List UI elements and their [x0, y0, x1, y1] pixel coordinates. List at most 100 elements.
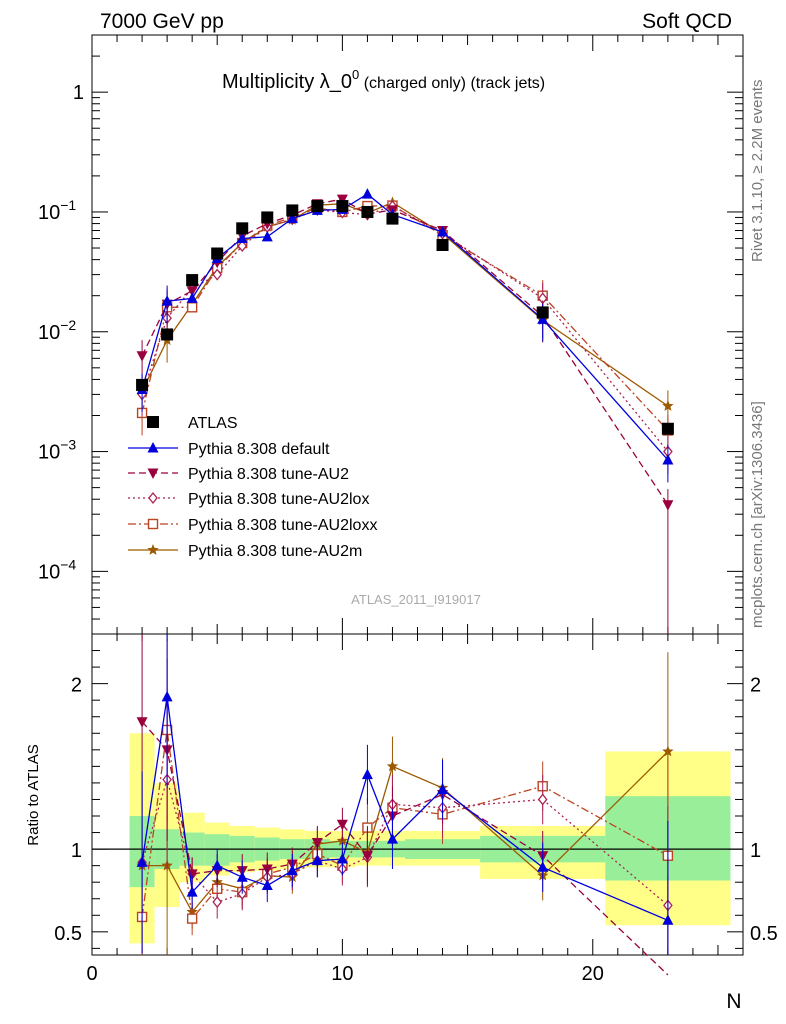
main-point-au2loxx — [186, 302, 198, 313]
ratio-point-au2m — [662, 745, 674, 757]
legend-entry-atlas: ATLAS — [147, 415, 238, 432]
main-point-atlas — [661, 422, 674, 435]
legend-label-default: Pythia 8.308 default — [188, 441, 330, 458]
main-point-atlas — [436, 238, 449, 251]
main-point-au2lox — [237, 239, 248, 253]
legend: ATLAS Pythia 8.308 default Pythia 8.308 tu… — [128, 415, 377, 560]
main-point-default — [437, 226, 449, 237]
main-point-default — [662, 454, 674, 465]
ratio-point-default — [361, 768, 373, 780]
main-series-atlas — [136, 200, 674, 435]
ratio-point-au2lox — [212, 896, 223, 909]
x-axis-label: N — [726, 990, 741, 1013]
main-point-atlas — [186, 274, 199, 287]
ratio-series-layer — [136, 634, 674, 976]
main-point-atlas — [211, 247, 224, 260]
ratio-point-default — [336, 853, 348, 864]
main-series-layer — [136, 188, 674, 634]
legend-entry-au2lox: Pythia 8.308 tune-AU2lox — [128, 491, 369, 508]
header-beam-label: 7000 GeV pp — [100, 10, 224, 33]
main-point-default — [236, 232, 248, 244]
ratio-point-default — [261, 879, 273, 891]
ratio-point-default — [386, 833, 398, 844]
main-point-default — [186, 292, 198, 303]
legend-label-au2lox: Pythia 8.308 tune-AU2lox — [188, 491, 369, 508]
ratio-point-default — [211, 859, 223, 871]
ratio-point-default — [136, 856, 148, 867]
ratio-point-au2 — [361, 851, 373, 862]
ratio-point-au2m — [386, 760, 399, 772]
main-y-tick-label: 10−1 — [38, 197, 76, 224]
ratio-point-default — [236, 871, 248, 882]
plot-title: Multiplicity λ_00 (charged only) (track … — [222, 67, 545, 93]
ratio-y-axis-label: Ratio to ATLAS — [25, 744, 42, 845]
main-axis-ticks: 1 10−1 10−2 10−3 10−4 — [38, 34, 744, 635]
main-point-atlas — [386, 212, 399, 225]
ratio-point-au2 — [336, 819, 348, 831]
main-point-atlas — [311, 200, 324, 213]
main-line-au2loxx — [141, 204, 669, 431]
main-point-default — [361, 188, 373, 199]
ratio-point-au2 — [136, 717, 148, 728]
ratio-point-au2lox — [537, 793, 548, 806]
main-point-au2 — [136, 351, 148, 362]
main-line-default — [141, 193, 669, 461]
ratio-y-tick-label-right: 0.5 — [750, 923, 778, 945]
legend-marker-au2 — [147, 468, 159, 479]
rivet-version-label: Rivet 3.1.10, ≥ 2.2M events — [749, 80, 766, 263]
legend-marker-au2m — [147, 544, 159, 555]
legend-marker-atlas — [147, 416, 159, 428]
main-point-au2 — [186, 286, 198, 297]
x-tick-label: 10 — [331, 963, 353, 985]
legend-entry-default: Pythia 8.308 default — [128, 441, 330, 458]
legend-marker-default — [147, 442, 159, 453]
ratio-point-default — [662, 914, 674, 925]
ratio-series-default — [136, 634, 674, 955]
plot-title-superscript: 0 — [352, 67, 359, 82]
main-point-au2m — [662, 400, 674, 411]
ratio-y-tick-label-left: 0.5 — [54, 923, 82, 945]
plot-title-rest: (charged only) (track jets) — [359, 75, 545, 92]
ratio-point-default — [311, 854, 323, 866]
analysis-tag: ATLAS_2011_I919017 — [351, 592, 481, 607]
header-category-label: Soft QCD — [642, 10, 732, 33]
mcplots-label: mcplots.cern.ch [arXiv:1306.3436] — [749, 401, 766, 628]
main-point-default — [537, 313, 549, 324]
main-point-default — [261, 230, 273, 242]
legend-label-atlas: ATLAS — [188, 415, 238, 432]
main-point-atlas — [361, 205, 374, 218]
ratio-line-default — [141, 696, 669, 921]
main-point-atlas — [536, 306, 549, 319]
x-tick-label: 0 — [86, 963, 97, 985]
ratio-point-default — [161, 690, 173, 702]
plot-title-main: Multiplicity λ_0 — [222, 71, 352, 93]
x-tick-label: 20 — [582, 963, 604, 985]
ratio-point-au2loxx — [186, 913, 198, 924]
main-point-atlas — [136, 378, 149, 391]
ratio-point-default — [537, 861, 549, 872]
ratio-y-tick-label-left: 2 — [71, 675, 82, 697]
main-point-atlas — [336, 200, 349, 213]
legend-label-au2loxx: Pythia 8.308 tune-AU2loxx — [188, 517, 377, 534]
main-point-au2 — [336, 194, 348, 206]
ratio-line-au2 — [141, 721, 669, 976]
legend-entry-au2: Pythia 8.308 tune-AU2 — [128, 466, 349, 483]
legend-entry-au2loxx: Pythia 8.308 tune-AU2loxx — [128, 517, 377, 534]
ratio-y-tick-label-right: 1 — [750, 840, 761, 862]
ratio-line-au2lox — [141, 777, 669, 906]
ratio-point-default — [437, 783, 449, 795]
main-y-tick-label: 10−4 — [38, 556, 76, 583]
ratio-point-default — [186, 886, 198, 897]
ratio-point-default — [286, 864, 298, 876]
legend-marker-au2loxx — [147, 518, 159, 530]
main-point-atlas — [261, 211, 274, 224]
ratio-y-tick-label-right: 2 — [750, 675, 761, 697]
ratio-point-au2 — [311, 837, 323, 849]
main-y-tick-label: 10−3 — [38, 437, 76, 464]
ratio-y-tick-label-left: 1 — [71, 840, 82, 862]
main-point-atlas — [161, 328, 174, 341]
main-point-default — [161, 295, 173, 306]
main-point-au2 — [662, 500, 674, 511]
main-y-tick-label: 1 — [73, 82, 84, 104]
